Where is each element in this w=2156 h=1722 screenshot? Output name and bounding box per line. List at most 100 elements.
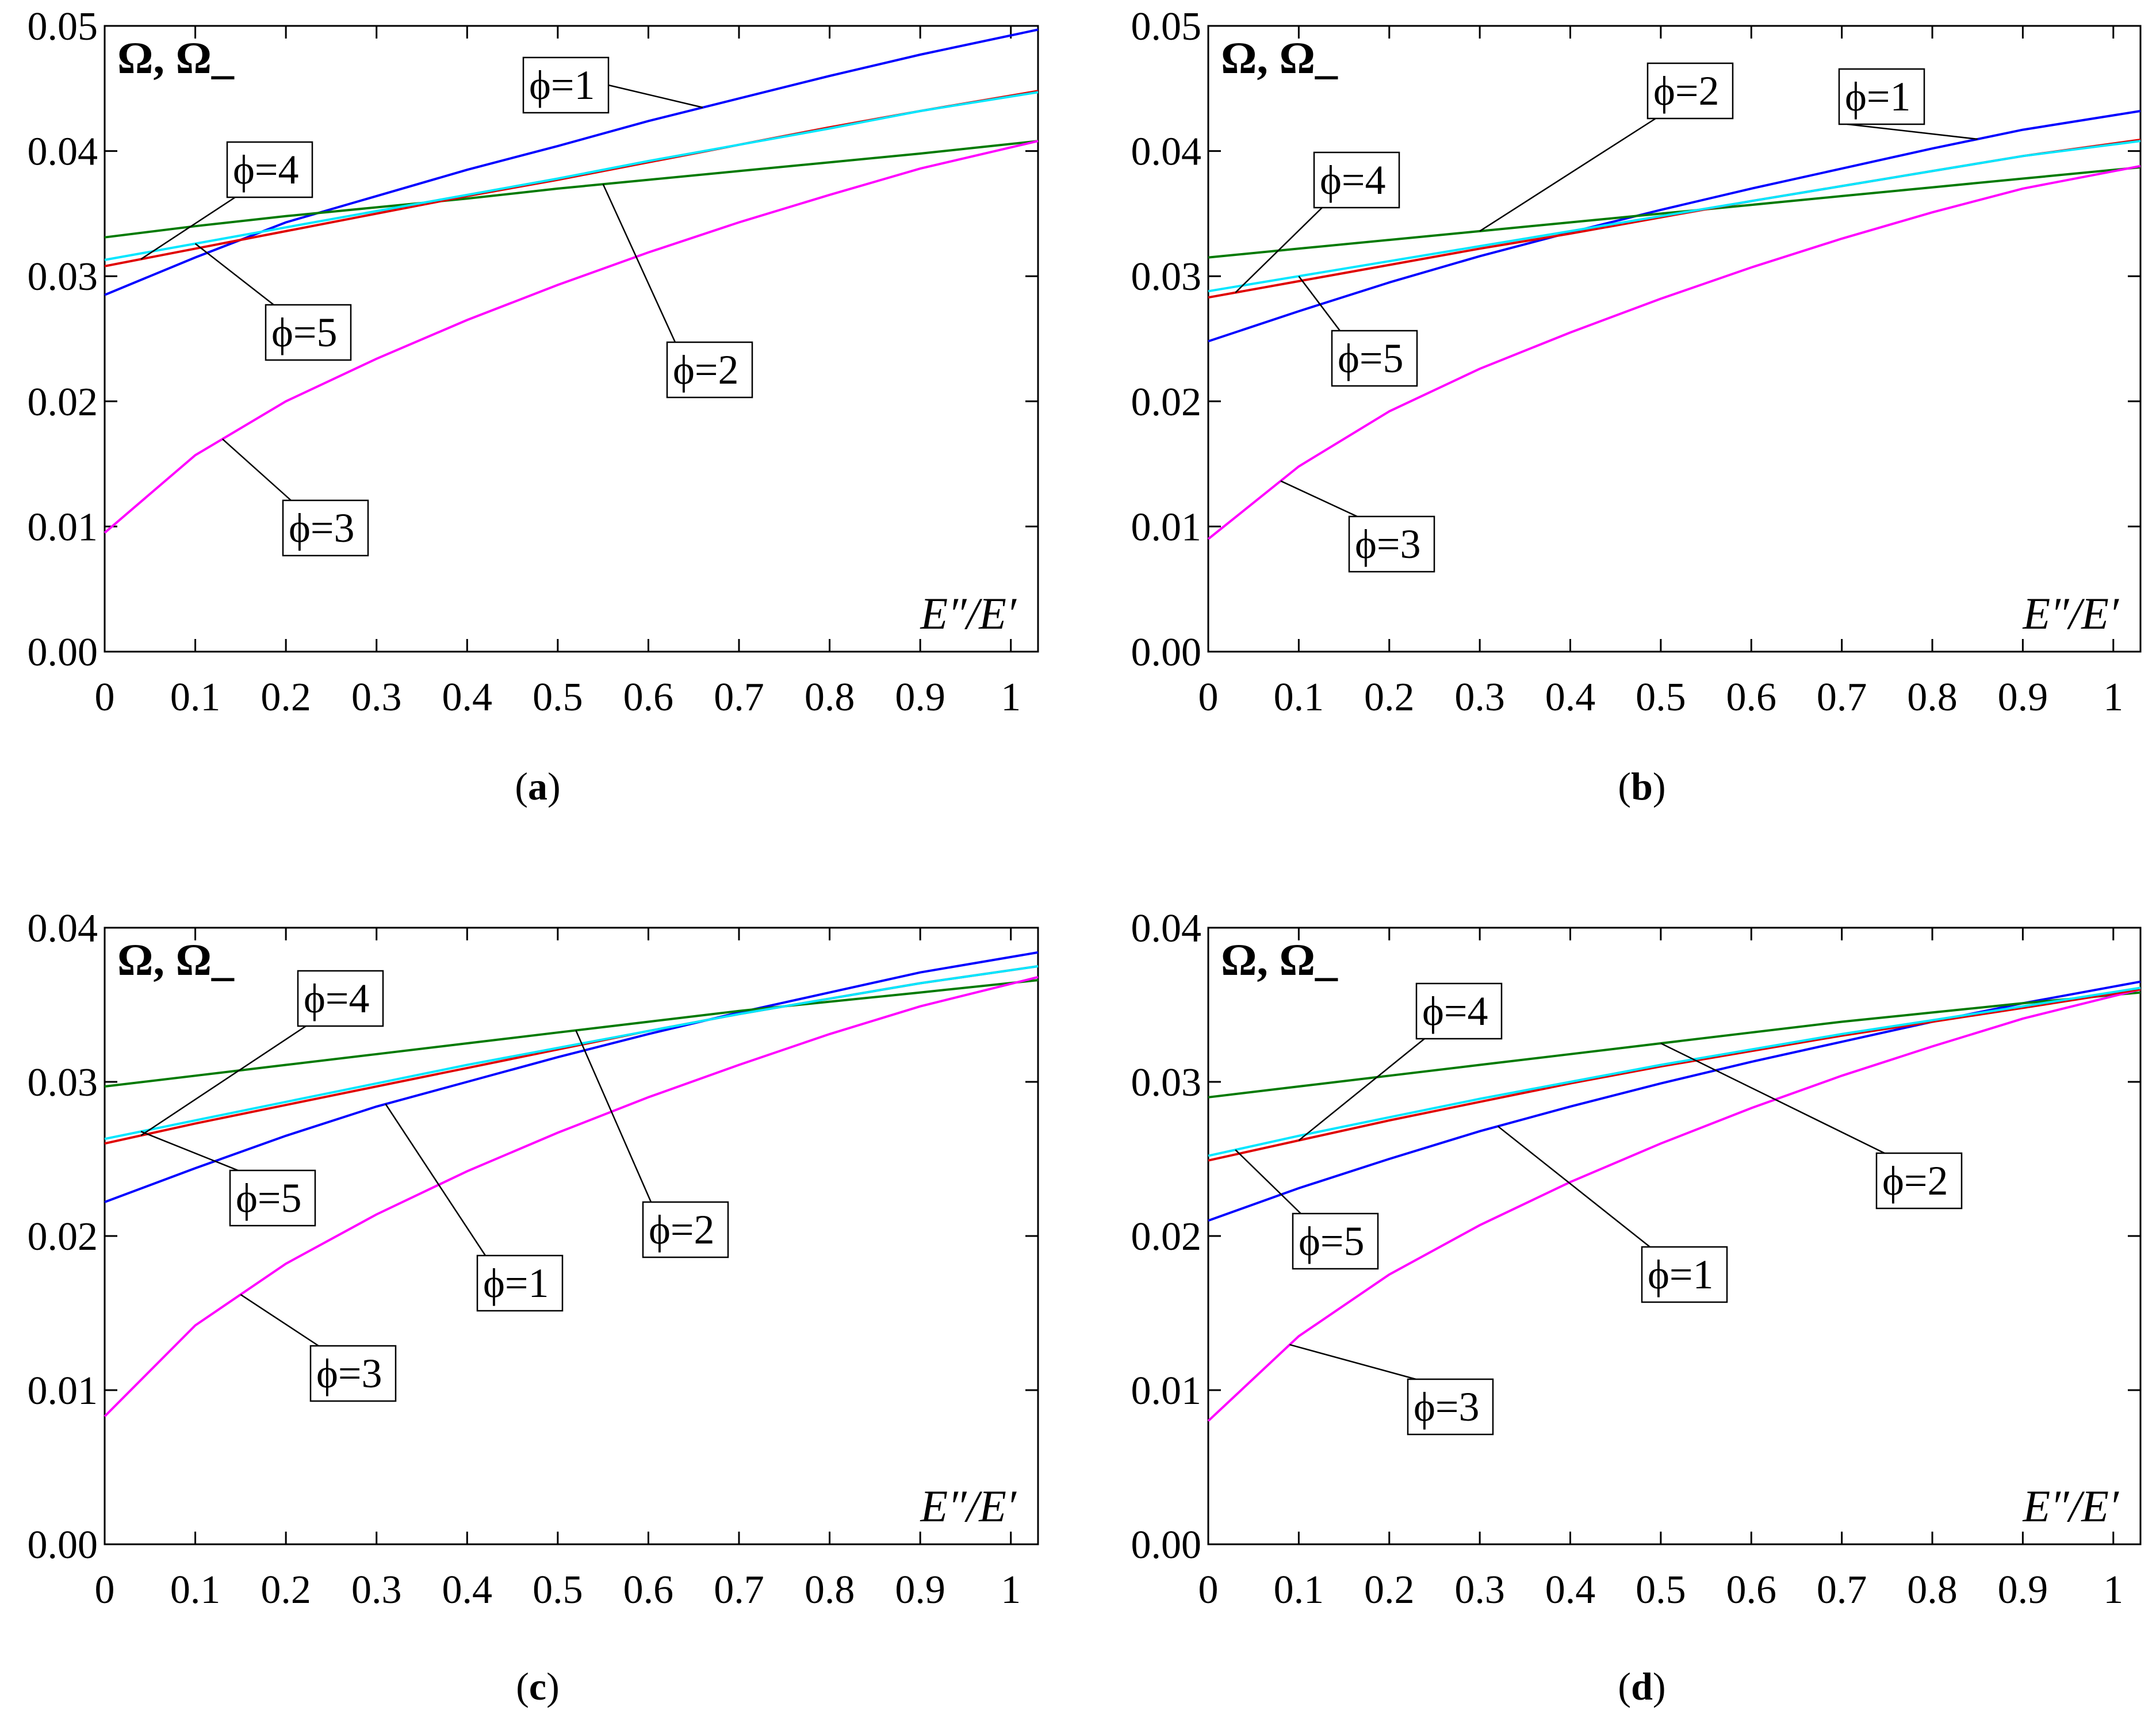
x-tick-label: 0.7 [1817, 1568, 1867, 1612]
annotation-leader [140, 1025, 307, 1136]
annotation-label: ϕ=5 [236, 1175, 302, 1221]
x-tick-label: 0.1 [170, 675, 221, 720]
series-line-ϕ=2 [1208, 166, 2141, 259]
x-tick-label: 0.4 [1545, 1568, 1596, 1612]
series-line-ϕ=1 [104, 951, 1039, 1203]
annotation-leader [1660, 1042, 1885, 1154]
x-axis-label: E″/E′ [920, 588, 1017, 638]
x-tick-label: 0.4 [1545, 675, 1596, 720]
panel-caption: (b) [1618, 764, 1665, 808]
annotation-leader [222, 438, 292, 501]
y-tick-label: 0.04 [1131, 130, 1202, 174]
x-axis-label: E″/E′ [2022, 1481, 2119, 1531]
x-tick-label: 1 [1001, 675, 1021, 720]
chart-panel-a: 0.00 0.01 0.02 0.03 0.04 0.05 0 0.1 0.2 0.3 0.4 0.5… [28, 5, 1039, 720]
panel-caption: (c) [516, 1664, 560, 1708]
chart-panel-b: 0.00 0.01 0.02 0.03 0.04 0.05 0 0.1 0.2 0.3 0.4 0.5… [1131, 5, 2142, 720]
annotation-leader [1235, 1149, 1301, 1214]
y-tick-label: 0.00 [28, 630, 98, 675]
annotation-box [265, 304, 352, 361]
annotation-label: ϕ=4 [233, 147, 299, 193]
x-tick-label: 0 [95, 1568, 115, 1612]
x-tick-label: 0.2 [1364, 675, 1415, 720]
x-tick-label: 0.4 [442, 1568, 493, 1612]
annotation-box [1641, 1246, 1728, 1303]
annotation-box [1348, 515, 1435, 573]
annotation-label: ϕ=2 [1882, 1158, 1948, 1204]
y-axis-label: Ω, Ω_ [117, 33, 235, 83]
x-tick-label: 0.7 [714, 1568, 764, 1612]
annotation-label: ϕ=1 [529, 62, 595, 108]
chart-panel-c: 0.00 0.01 0.02 0.03 0.04 0 0.1 0.2 0.3 0.4 0.5 0.6 0… [28, 906, 1039, 1612]
annotation-leader [140, 1131, 239, 1172]
x-tick-label: 0.3 [351, 675, 402, 720]
series-line-ϕ=5 [1208, 140, 2141, 293]
annotation-box [1331, 330, 1418, 387]
x-axis-label: E″/E′ [2022, 588, 2119, 638]
x-tick-label: 0.8 [1907, 675, 1958, 720]
annotation-leader [1289, 1344, 1416, 1380]
annotation-box [1292, 1212, 1379, 1270]
annotation-label: ϕ=4 [304, 975, 370, 1021]
x-axis-label: E″/E′ [920, 1481, 1017, 1531]
annotation-leader [575, 1030, 652, 1203]
y-axis-label: Ω, Ω_ [117, 935, 235, 985]
y-tick-label: 0.03 [1131, 1061, 1202, 1105]
series-line-ϕ=2 [104, 140, 1039, 239]
y-tick-label: 0.00 [28, 1523, 98, 1567]
y-tick-label: 0.01 [1131, 505, 1202, 549]
annotation-label: ϕ=2 [1653, 68, 1720, 114]
annotation-label: ϕ=1 [483, 1260, 549, 1306]
annotation-box [476, 1254, 564, 1312]
y-tick-label: 0.03 [1131, 255, 1202, 299]
annotation-leader [608, 84, 703, 109]
panel-caption: (d) [1618, 1664, 1665, 1708]
annotation-leader [194, 243, 274, 305]
annotation-label: ϕ=3 [289, 505, 355, 551]
annotation-leader [1479, 117, 1656, 232]
annotation-box [1838, 68, 1925, 125]
annotation-box [522, 56, 610, 114]
annotation-leader [385, 1103, 487, 1256]
annotation-leader [1497, 1126, 1650, 1248]
annotation-label: ϕ=3 [1355, 521, 1421, 567]
x-tick-label: 0.5 [533, 1568, 583, 1612]
x-tick-label: 0.9 [1998, 1568, 2048, 1612]
annotation-box [229, 1169, 316, 1227]
y-tick-label: 0.03 [28, 255, 98, 299]
annotation-leader [1280, 480, 1358, 518]
x-tick-label: 0.3 [1454, 675, 1505, 720]
annotation-leader [1298, 1038, 1425, 1141]
y-tick-label: 0.02 [28, 1215, 98, 1259]
x-tick-label: 0.5 [1636, 1568, 1686, 1612]
x-tick-label: 1 [2103, 675, 2123, 720]
annotation-label: ϕ=1 [1845, 74, 1911, 120]
x-tick-label: 0.2 [261, 1568, 311, 1612]
series-line-ϕ=3 [1207, 164, 2141, 540]
x-tick-label: 0.3 [351, 1568, 402, 1612]
y-tick-label: 0.04 [1131, 906, 1202, 951]
annotation-box [297, 970, 384, 1027]
x-tick-label: 0.7 [1817, 675, 1867, 720]
x-tick-label: 0.4 [442, 675, 493, 720]
annotation-label: ϕ=3 [316, 1350, 382, 1396]
annotation-label: ϕ=5 [1338, 335, 1404, 381]
y-tick-label: 0.04 [28, 906, 98, 951]
x-tick-label: 0 [95, 675, 115, 720]
x-tick-label: 0.5 [533, 675, 583, 720]
x-tick-label: 0.6 [1726, 1568, 1777, 1612]
series-line-ϕ=1 [1208, 110, 2141, 343]
annotation-leader [1847, 123, 1978, 140]
y-tick-label: 0.01 [1131, 1369, 1202, 1413]
annotation-box [666, 341, 753, 399]
y-tick-label: 0.00 [1131, 1523, 1202, 1567]
x-tick-label: 0.7 [714, 675, 764, 720]
y-tick-label: 0.02 [28, 380, 98, 424]
x-tick-label: 0.2 [1364, 1568, 1415, 1612]
x-tick-label: 0.9 [895, 675, 945, 720]
annotation-box [1415, 982, 1503, 1040]
plot-frame [104, 25, 1039, 653]
x-tick-label: 0.6 [1726, 675, 1777, 720]
plot-frame [104, 927, 1039, 1545]
